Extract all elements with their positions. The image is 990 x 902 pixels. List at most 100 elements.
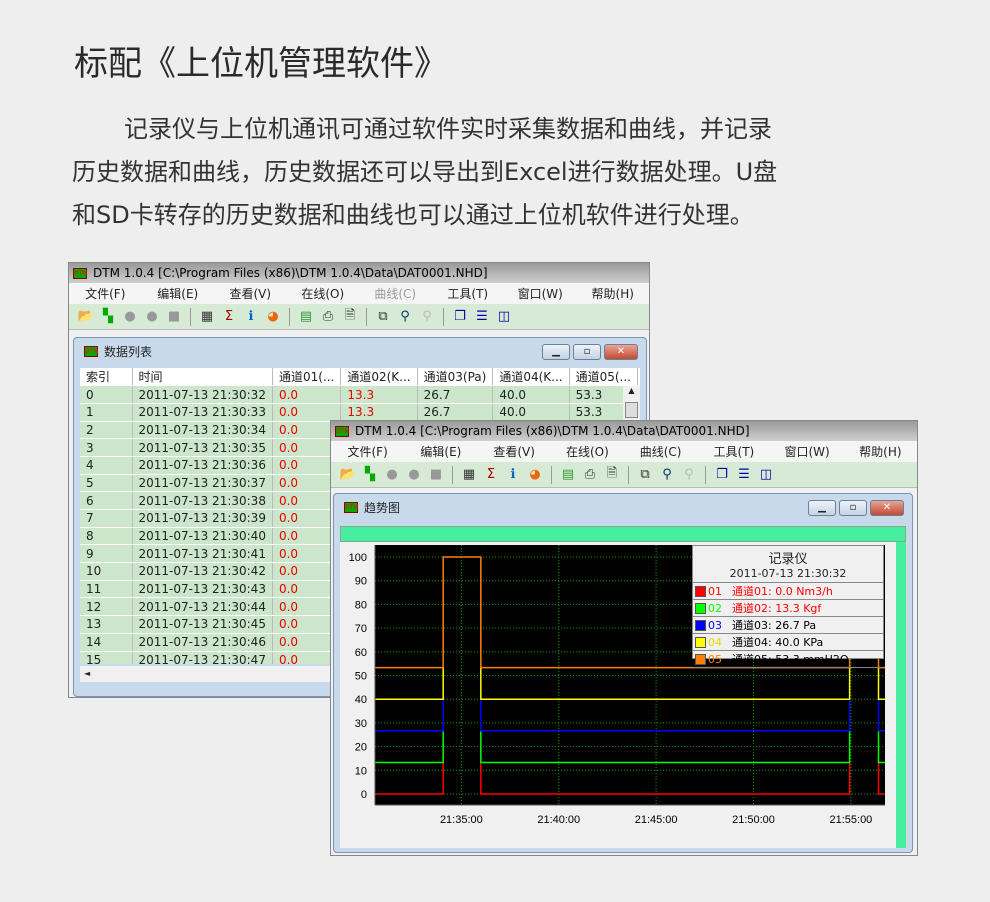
stop-circle-icon[interactable]: ●	[146, 309, 158, 324]
table-cell: 2011-07-13 21:30:39	[132, 509, 273, 528]
stop-circle-icon[interactable]: ●	[124, 309, 136, 324]
stop-circle-icon[interactable]: ●	[386, 467, 398, 482]
open-folder-icon[interactable]: 📂	[339, 467, 357, 482]
legend-id: 03	[708, 618, 722, 632]
menu-view[interactable]: 查看(V)	[229, 287, 272, 301]
info-icon[interactable]: ℹ	[248, 309, 254, 324]
table-icon[interactable]: ▦	[462, 467, 476, 482]
excel-export-icon[interactable]: ▤	[299, 309, 313, 324]
toolbar-separator	[190, 307, 191, 326]
menu-file[interactable]: 文件(F)	[347, 445, 388, 459]
scroll-thumb[interactable]	[625, 402, 638, 418]
print-icon[interactable]: ⎙	[322, 309, 334, 324]
minimize-button[interactable]: ▁	[542, 344, 570, 360]
stop-square-icon[interactable]: ■	[429, 467, 443, 482]
trend-icon[interactable]: ▚	[365, 467, 375, 482]
menu-curve[interactable]: 曲线(C)	[639, 445, 682, 459]
title-bar[interactable]: DTM DTM 1.0.4 [C:\Program Files (x86)\DTM…	[331, 421, 917, 441]
menu-curve[interactable]: 曲线(C)	[374, 287, 417, 301]
tile-horizontal-icon[interactable]: ☰	[738, 467, 750, 482]
cascade-icon[interactable]: ❐	[716, 467, 728, 482]
menu-window[interactable]: 窗口(W)	[517, 287, 563, 301]
column-header[interactable]: 通道05(...	[569, 368, 638, 387]
scroll-up-arrow-icon[interactable]: ▲	[628, 386, 635, 395]
info-icon[interactable]: ℹ	[510, 467, 516, 482]
tile-horizontal-icon[interactable]: ☰	[476, 309, 488, 324]
app-logo-icon: DTM	[335, 425, 350, 437]
tile-vertical-icon[interactable]: ◫	[759, 467, 773, 482]
app-window-trend: DTM DTM 1.0.4 [C:\Program Files (x86)\DTM…	[330, 420, 918, 856]
app-logo-icon: DTM	[344, 501, 359, 513]
maximize-button[interactable]: ▫	[839, 500, 867, 516]
find-disabled-icon[interactable]: ⚲	[422, 309, 432, 324]
legend-time: 2011-07-13 21:30:32	[693, 567, 883, 583]
time-scrollbar[interactable]	[340, 526, 906, 542]
maximize-button[interactable]: ▫	[573, 344, 601, 360]
zoom-icon[interactable]: ⚲	[400, 309, 410, 324]
table-icon[interactable]: ▦	[200, 309, 214, 324]
y-tick-label: 50	[355, 671, 367, 683]
open-folder-icon[interactable]: 📂	[77, 309, 95, 324]
description-line: 记录仪与上位机通讯可通过软件实时采集数据和曲线，并记录	[124, 115, 772, 143]
sigma-icon[interactable]: Σ	[224, 309, 234, 324]
print-preview-icon[interactable]: 🗎	[606, 465, 618, 481]
table-cell: 15	[80, 651, 133, 664]
series-line-01	[375, 762, 444, 795]
column-header[interactable]: 通道03(Pa)	[417, 368, 494, 387]
table-cell: 0.0	[272, 403, 342, 422]
menu-file[interactable]: 文件(F)	[85, 287, 126, 301]
series-line-03	[480, 699, 851, 732]
menu-online[interactable]: 在线(O)	[565, 445, 609, 459]
menu-edit[interactable]: 编辑(E)	[420, 445, 462, 459]
trend-icon[interactable]: ▚	[103, 309, 113, 324]
print-icon[interactable]: ⎙	[584, 467, 596, 482]
column-header[interactable]: 通道04(K...	[492, 368, 570, 387]
menu-window[interactable]: 窗口(W)	[784, 445, 830, 459]
y-tick-label: 70	[355, 623, 367, 635]
y-tick-label: 90	[355, 576, 367, 588]
menu-online[interactable]: 在线(O)	[301, 287, 345, 301]
x-tick-label: 21:40:00	[537, 814, 580, 826]
menu-edit[interactable]: 编辑(E)	[157, 287, 199, 301]
column-header[interactable]: 通道01(...	[272, 368, 342, 387]
column-header[interactable]: 索引	[80, 368, 133, 387]
close-button[interactable]: ✕	[870, 500, 904, 516]
copy-icon[interactable]: ⧉	[640, 467, 650, 482]
zoom-icon[interactable]: ⚲	[662, 467, 672, 482]
menu-help[interactable]: 帮助(H)	[591, 287, 634, 301]
cascade-icon[interactable]: ❐	[454, 309, 466, 324]
legend-label: 通道03: 26.7 Pa	[732, 619, 817, 632]
excel-export-icon[interactable]: ▤	[561, 467, 575, 482]
legend-swatch	[695, 636, 706, 648]
pie-icon[interactable]: ◕	[267, 309, 279, 324]
toolbar-separator	[289, 307, 290, 326]
stop-circle-icon[interactable]: ●	[408, 467, 420, 482]
menu-view[interactable]: 查看(V)	[493, 445, 535, 459]
toolbar-separator	[366, 307, 367, 326]
legend-label: 通道02: 13.3 Kgf	[732, 602, 822, 615]
minimize-button[interactable]: ▁	[808, 500, 836, 516]
copy-icon[interactable]: ⧉	[378, 309, 388, 324]
title-bar[interactable]: DTM DTM 1.0.4 [C:\Program Files (x86)\DTM…	[69, 263, 649, 283]
table-cell: 0.0	[272, 491, 342, 510]
table-row[interactable]: 0 2011-07-13 21:30:32 0.0 13.3 26.7 40.0 53.3	[80, 385, 638, 404]
series-line-02	[375, 730, 444, 764]
stop-square-icon[interactable]: ■	[167, 309, 181, 324]
column-header[interactable]: 通道02(K...	[340, 368, 418, 387]
find-disabled-icon[interactable]: ⚲	[684, 467, 694, 482]
table-row[interactable]: 1 2011-07-13 21:30:33 0.0 13.3 26.7 40.0 53.3	[80, 403, 638, 422]
y-tick-label: 30	[355, 718, 367, 730]
column-header[interactable]: 时间	[132, 368, 273, 387]
series-line-02	[877, 730, 885, 764]
close-button[interactable]: ✕	[604, 344, 638, 360]
tile-vertical-icon[interactable]: ◫	[497, 309, 511, 324]
sigma-icon[interactable]: Σ	[486, 467, 496, 482]
print-preview-icon[interactable]: 🗎	[344, 307, 356, 323]
menu-help[interactable]: 帮助(H)	[859, 445, 902, 459]
vertical-scrollbar[interactable]	[896, 542, 906, 848]
pie-icon[interactable]: ◕	[529, 467, 541, 482]
legend-id: 04	[708, 635, 722, 649]
menu-tools[interactable]: 工具(T)	[713, 445, 755, 459]
menu-tools[interactable]: 工具(T)	[447, 287, 489, 301]
description-line: 历史数据和曲线，历史数据还可以导出到Excel进行数据处理。U盘	[72, 158, 778, 186]
